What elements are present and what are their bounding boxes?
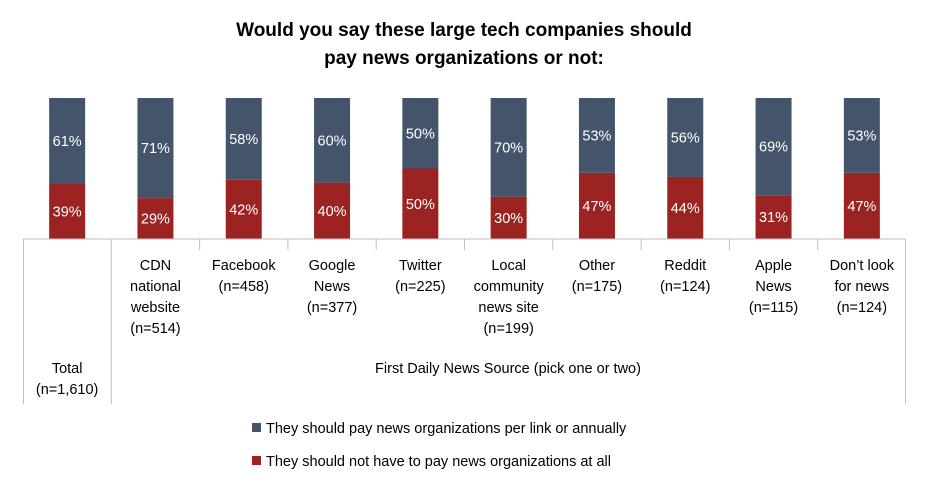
category-label-4-line-1: Google xyxy=(309,258,356,274)
bar-segment-pay-7 xyxy=(578,98,615,173)
bar-segment-not-pay-8 xyxy=(667,176,704,239)
data-label-pay-1: 61% xyxy=(53,134,82,150)
category-label-10-line-1: Don’t look xyxy=(830,258,895,274)
bar-segment-not-pay-6 xyxy=(490,196,527,239)
data-label-not-pay-3: 42% xyxy=(229,202,258,218)
bar-segment-pay-4 xyxy=(314,98,351,183)
bar-segment-pay-8 xyxy=(667,98,704,177)
category-label-1-line-1: Total xyxy=(52,361,83,377)
category-label-2-line-4: (n=514) xyxy=(130,321,180,337)
data-label-pay-9: 69% xyxy=(759,140,788,156)
data-label-pay-10: 53% xyxy=(847,128,876,144)
bar-segment-not-pay-3 xyxy=(225,179,262,239)
category-label-2-line-2: national xyxy=(130,279,181,295)
data-label-not-pay-9: 31% xyxy=(759,210,788,226)
data-label-not-pay-10: 47% xyxy=(847,199,876,215)
category-label-5-line-2: (n=225) xyxy=(395,279,445,295)
bar-segment-not-pay-4 xyxy=(314,182,351,239)
category-label-9-line-2: News xyxy=(755,279,791,295)
category-label-8-line-2: (n=124) xyxy=(660,279,710,295)
data-label-not-pay-1: 39% xyxy=(53,205,82,221)
bar-segment-pay-2 xyxy=(137,98,174,199)
category-label-4-line-2: News xyxy=(314,279,350,295)
data-label-not-pay-4: 40% xyxy=(318,204,347,220)
chart-title-line-2: pay news organizations or not: xyxy=(324,48,604,69)
chart-title-line-1: Would you say these large tech companies… xyxy=(236,20,692,41)
data-label-not-pay-8: 44% xyxy=(671,201,700,217)
bar-segment-not-pay-1 xyxy=(49,184,86,239)
category-label-1-line-2: (n=1,610) xyxy=(36,382,98,398)
category-label-8-line-1: Reddit xyxy=(664,258,706,274)
data-label-pay-6: 70% xyxy=(494,140,523,156)
legend-label-2: They should not have to pay news organiz… xyxy=(266,454,611,470)
category-label-10-line-3: (n=124) xyxy=(837,300,887,316)
legend-swatch-2 xyxy=(252,456,261,465)
chart-title: Would you say these large tech companies… xyxy=(236,20,692,69)
data-label-pay-8: 56% xyxy=(671,130,700,146)
category-label-3-line-2: (n=458) xyxy=(219,279,269,295)
data-label-not-pay-7: 47% xyxy=(582,199,611,215)
category-label-3-line-1: Facebook xyxy=(212,258,276,274)
legend: They should pay news organizations per l… xyxy=(252,421,627,470)
data-label-pay-5: 50% xyxy=(406,126,435,142)
category-label-6-line-4: (n=199) xyxy=(483,321,533,337)
category-label-6-line-1: Local xyxy=(491,258,526,274)
category-label-5-line-1: Twitter xyxy=(399,258,442,274)
bar-segment-pay-6 xyxy=(490,98,527,197)
data-label-pay-7: 53% xyxy=(582,128,611,144)
bar-segment-not-pay-10 xyxy=(843,172,880,239)
category-label-6-line-3: news site xyxy=(478,300,538,316)
bar-segment-pay-9 xyxy=(755,98,792,196)
bar-segment-not-pay-2 xyxy=(137,198,174,239)
data-label-pay-3: 58% xyxy=(229,132,258,148)
category-label-6-line-2: community xyxy=(474,279,545,295)
data-label-not-pay-2: 29% xyxy=(141,212,170,228)
category-label-2-line-1: CDN xyxy=(140,258,171,274)
data-label-pay-4: 60% xyxy=(318,133,347,149)
bar-segment-not-pay-7 xyxy=(578,172,615,239)
data-label-not-pay-5: 50% xyxy=(406,197,435,213)
group-label: First Daily News Source (pick one or two… xyxy=(375,361,641,377)
category-label-9-line-3: (n=115) xyxy=(749,300,798,316)
category-label-7-line-2: (n=175) xyxy=(572,279,622,295)
bar-segment-pay-1 xyxy=(49,98,86,185)
category-label-10-line-2: for news xyxy=(834,279,889,295)
category-labels: Total (n=1,610) CDN national website (n=514) F… xyxy=(36,258,895,398)
category-label-9-line-1: Apple xyxy=(755,258,792,274)
bar-segment-pay-3 xyxy=(225,98,262,180)
bar-segment-not-pay-5 xyxy=(402,168,439,239)
bar-segment-not-pay-9 xyxy=(755,195,792,239)
data-label-pay-2: 71% xyxy=(141,141,170,157)
bars: 39% 61% 29% 71% 42% 58% 40% 60% 50% 50% 30% 70% 47% 5… xyxy=(49,98,880,239)
bar-segment-pay-5 xyxy=(402,98,439,169)
category-label-7-line-1: Other xyxy=(579,258,615,274)
category-table xyxy=(23,238,906,404)
category-label-2-line-3: website xyxy=(130,300,180,316)
category-label-4-line-3: (n=377) xyxy=(307,300,357,316)
legend-swatch-1 xyxy=(252,423,261,432)
data-label-not-pay-6: 30% xyxy=(494,211,523,227)
legend-label-1: They should pay news organizations per l… xyxy=(266,421,627,437)
bar-segment-pay-10 xyxy=(843,98,880,173)
